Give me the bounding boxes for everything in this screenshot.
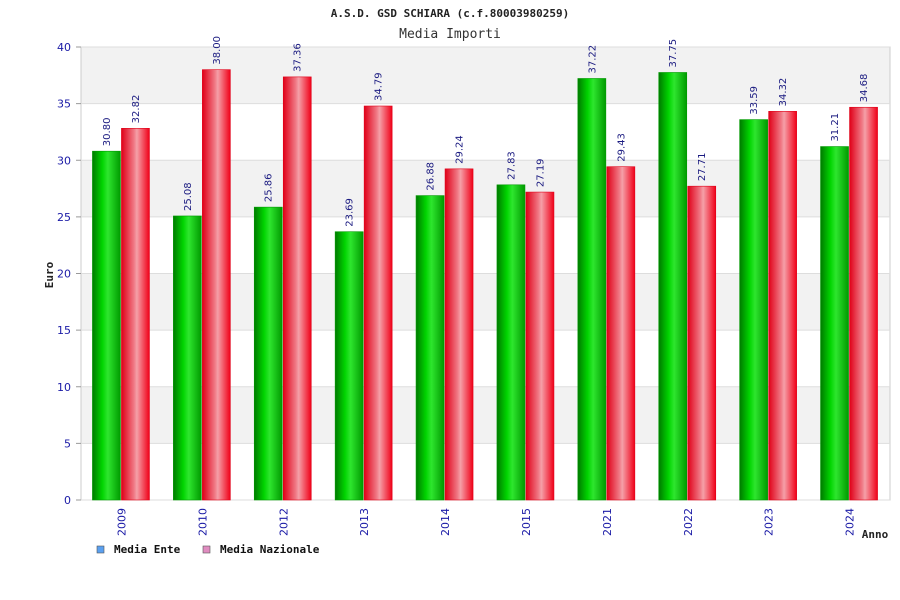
data-labels: 30.80 32.82 25.08 38.00 25.86 37.36 23.69 34.79… xyxy=(102,36,870,227)
data-label: 37.22 xyxy=(587,45,598,74)
data-label: 37.75 xyxy=(668,39,679,68)
data-label: 29.43 xyxy=(616,133,627,162)
data-label: 32.82 xyxy=(131,95,142,124)
data-label: 29.24 xyxy=(455,135,466,164)
bar-media-nazionale-2024 xyxy=(849,106,878,501)
x-axis-label: Anno xyxy=(862,528,889,541)
bar-media-ente-2010 xyxy=(173,215,202,501)
bar-media-nazionale-2013 xyxy=(363,105,393,501)
data-label: 23.69 xyxy=(345,198,356,227)
data-label: 27.83 xyxy=(506,151,517,180)
y-tick-label: 5 xyxy=(64,437,71,450)
chart-title: A.S.D. GSD SCHIARA (c.f.80003980259) xyxy=(331,7,569,20)
data-label: 34.79 xyxy=(374,72,385,101)
y-tick-label: 20 xyxy=(57,268,71,281)
bar-media-ente-2013 xyxy=(334,231,364,501)
bar-media-nazionale-2023 xyxy=(768,111,797,501)
data-label: 25.08 xyxy=(183,182,194,211)
bar-media-nazionale-2014 xyxy=(444,168,474,501)
bar-media-ente-2014 xyxy=(415,195,445,501)
y-axis-ticks: 0 5 10 15 20 25 30 35 40 xyxy=(57,41,81,507)
legend-label-media-nazionale: Media Nazionale xyxy=(220,543,320,556)
data-label: 34.32 xyxy=(778,78,789,107)
bar-media-ente-2024 xyxy=(820,146,849,501)
y-tick-label: 25 xyxy=(57,211,71,224)
bar-media-ente-2021 xyxy=(577,78,607,501)
data-label: 26.88 xyxy=(426,162,437,191)
data-label: 33.59 xyxy=(749,86,760,115)
bar-media-ente-2012 xyxy=(253,206,283,501)
bar-media-nazionale-2015 xyxy=(525,191,555,501)
x-tick-label: 2010 xyxy=(196,508,209,536)
legend: Media Ente Media Nazionale xyxy=(96,543,320,556)
bar-media-nazionale-2010 xyxy=(202,69,231,501)
data-label: 30.80 xyxy=(102,118,113,147)
bar-media-nazionale-2021 xyxy=(606,166,636,501)
data-label: 31.21 xyxy=(830,113,841,142)
data-label: 27.71 xyxy=(697,153,708,182)
bar-media-nazionale-2022 xyxy=(687,185,717,501)
data-label: 27.19 xyxy=(535,158,546,187)
data-label: 34.68 xyxy=(859,74,870,103)
x-tick-label: 2022 xyxy=(682,508,695,536)
bar-media-ente-2022 xyxy=(658,72,688,501)
bar-media-nazionale-2012 xyxy=(282,76,312,501)
data-label: 25.86 xyxy=(264,173,275,202)
data-label: 38.00 xyxy=(212,36,223,65)
y-tick-label: 10 xyxy=(57,381,71,394)
y-axis-label: Euro xyxy=(43,261,56,288)
x-tick-label: 2014 xyxy=(439,508,452,536)
legend-swatch-media-nazionale xyxy=(202,545,211,554)
y-tick-label: 15 xyxy=(57,324,71,337)
bar-media-ente-2009 xyxy=(92,150,121,501)
x-tick-label: 2023 xyxy=(763,508,776,536)
x-tick-label: 2013 xyxy=(358,508,371,536)
legend-swatch-media-ente xyxy=(96,545,105,554)
x-tick-label: 2024 xyxy=(844,508,857,536)
x-tick-label: 2015 xyxy=(520,508,533,536)
bar-media-ente-2023 xyxy=(739,119,768,501)
y-tick-label: 40 xyxy=(57,41,71,54)
bar-media-ente-2015 xyxy=(496,184,526,501)
bars xyxy=(92,69,878,501)
x-tick-label: 2021 xyxy=(601,508,614,536)
bar-media-nazionale-2009 xyxy=(121,128,150,501)
y-tick-label: 0 xyxy=(64,494,71,507)
data-label: 37.36 xyxy=(293,43,304,72)
legend-label-media-ente: Media Ente xyxy=(114,543,181,556)
y-tick-label: 30 xyxy=(57,154,71,167)
chart-subtitle: Media Importi xyxy=(399,27,501,42)
y-tick-label: 35 xyxy=(57,98,71,111)
x-tick-label: 2012 xyxy=(277,508,290,536)
x-axis-ticks: 2009 2010 2012 2013 2014 2015 2021 2022 2023 2024 xyxy=(115,508,856,536)
x-tick-label: 2009 xyxy=(115,508,128,536)
